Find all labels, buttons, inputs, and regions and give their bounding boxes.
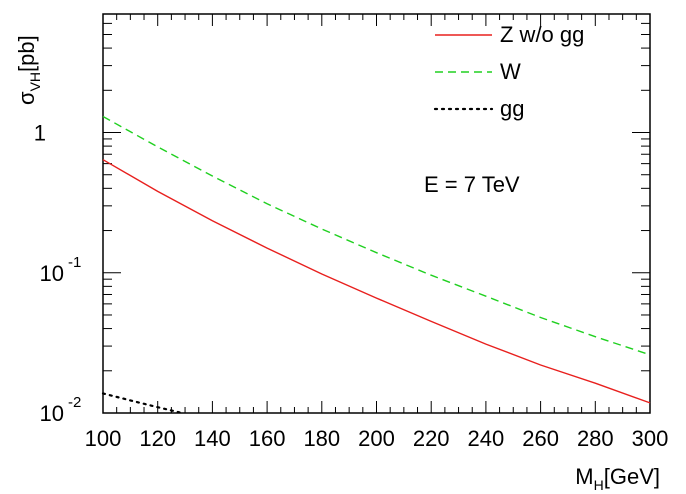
y-tick-label: 1 xyxy=(34,121,46,146)
series-line-z-w-o-gg xyxy=(102,159,651,404)
x-tick-label: 120 xyxy=(139,426,176,451)
y-tick-label-exponent: -1 xyxy=(68,254,81,271)
series-line-w xyxy=(102,115,651,356)
x-axis-title: MH[GeV] xyxy=(575,464,660,493)
series-line-gg xyxy=(101,392,181,414)
y-axis-title: σVH[pb] xyxy=(14,35,43,105)
x-tick-label: 240 xyxy=(468,426,505,451)
x-tick-label: 100 xyxy=(85,426,122,451)
x-tick-label: 160 xyxy=(249,426,286,451)
x-tick-label: 180 xyxy=(303,426,340,451)
energy-annotation: E = 7 TeV xyxy=(424,172,520,197)
x-tick-label: 260 xyxy=(522,426,559,451)
legend-label: W xyxy=(500,59,521,84)
x-tick-label: 300 xyxy=(632,426,669,451)
series-lines xyxy=(101,115,651,414)
x-tick-label: 140 xyxy=(194,426,231,451)
x-tick-label: 200 xyxy=(358,426,395,451)
x-tick-label: 220 xyxy=(413,426,450,451)
y-tick-label-exponent: -2 xyxy=(68,394,81,411)
axis-ticks xyxy=(102,13,651,414)
x-tick-label: 280 xyxy=(577,426,614,451)
legend-label: Z w/o gg xyxy=(500,22,584,47)
legend: Z w/o gg Wgg xyxy=(433,22,584,121)
y-tick-label-base: 10 xyxy=(40,261,64,286)
y-tick-label-base: 10 xyxy=(40,401,64,426)
plot-frame xyxy=(102,13,651,414)
legend-label: gg xyxy=(500,96,524,121)
